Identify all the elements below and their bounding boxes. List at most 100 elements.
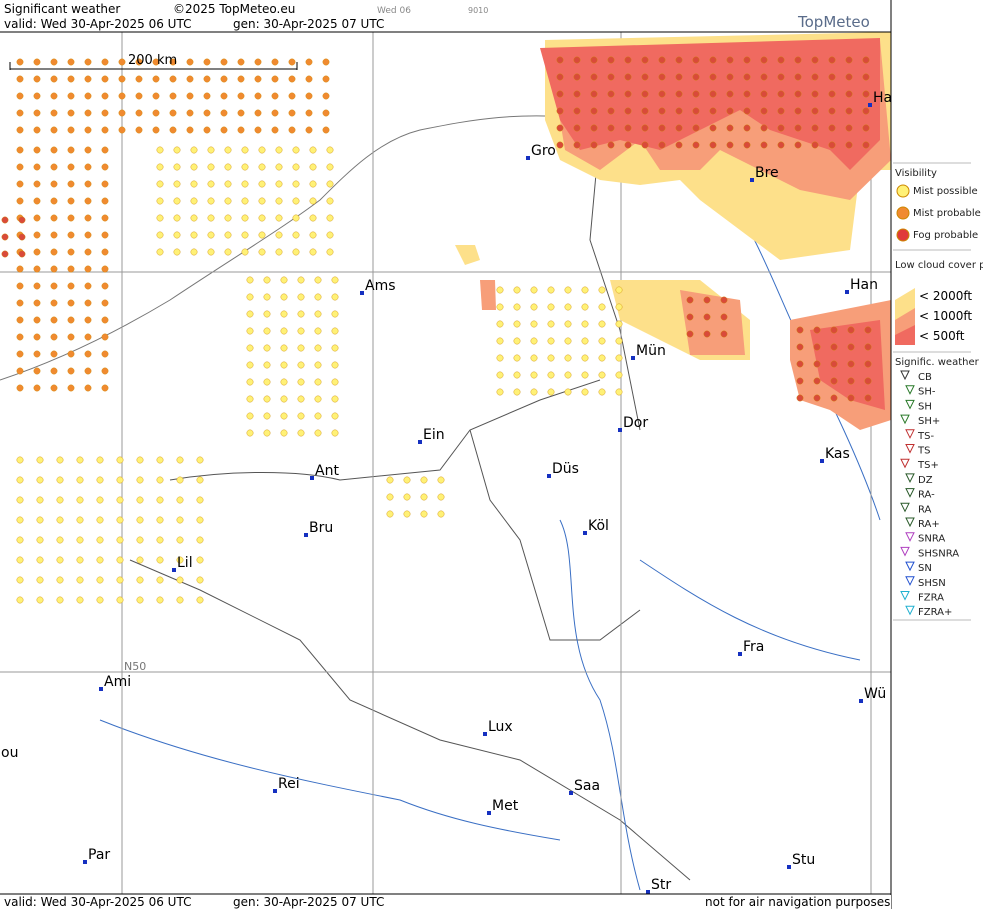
fog-symbol [437, 476, 445, 484]
fog-symbol [496, 337, 504, 345]
fog-symbol [33, 350, 41, 358]
fog-symbol [196, 456, 204, 464]
fog-symbol [297, 276, 305, 284]
fog-symbol [152, 75, 160, 83]
fog-symbol [16, 282, 24, 290]
fog-symbol [67, 282, 75, 290]
fog-symbol [322, 92, 330, 100]
fog-symbol [530, 320, 538, 328]
fog-symbol [16, 109, 24, 117]
fog-symbol [50, 350, 58, 358]
fog-symbol [641, 73, 649, 81]
city-marker [820, 459, 824, 463]
fog-symbol [280, 310, 288, 318]
city-marker [859, 699, 863, 703]
fog-symbol [241, 231, 249, 239]
fog-symbol [237, 58, 245, 66]
fog-symbol [116, 476, 124, 484]
fog-symbol [581, 354, 589, 362]
fog-symbol [598, 337, 606, 345]
fog-symbol [590, 73, 598, 81]
legend-label: DZ [918, 475, 933, 486]
city-marker [569, 791, 573, 795]
fog-symbol [813, 377, 821, 385]
fog-symbol [101, 109, 109, 117]
fog-symbol [101, 58, 109, 66]
fog-symbol [33, 92, 41, 100]
fog-symbol [56, 536, 64, 544]
city-marker [787, 865, 791, 869]
fog-symbol [84, 197, 92, 205]
fog-symbol [743, 124, 751, 132]
fog-symbol [403, 510, 411, 518]
fog-symbol [50, 367, 58, 375]
weather-symbol [905, 399, 915, 410]
fog-symbol [16, 333, 24, 341]
fog-symbol [292, 180, 300, 188]
fog-symbol [845, 73, 853, 81]
fog-symbol [101, 350, 109, 358]
fog-symbol [590, 90, 598, 98]
fog-symbol [207, 146, 215, 154]
fog-symbol [50, 146, 58, 154]
fog-symbol [196, 496, 204, 504]
fog-symbol [173, 163, 181, 171]
fog-symbol [33, 316, 41, 324]
city-label: Ein [423, 427, 445, 443]
fog-symbol [101, 282, 109, 290]
fog-symbol [16, 350, 24, 358]
fog-symbol [224, 180, 232, 188]
fog-symbol [331, 327, 339, 335]
legend-label: TS [917, 446, 930, 457]
fog-symbol [692, 90, 700, 98]
fog-symbol [16, 163, 24, 171]
fog-symbol [258, 231, 266, 239]
fog-symbol [67, 92, 75, 100]
legend-swatch [895, 325, 915, 345]
fog-symbol [813, 343, 821, 351]
fog-symbol [709, 107, 717, 115]
legend-label: RA- [918, 490, 935, 501]
fog-symbol [176, 556, 184, 564]
fog-symbol [743, 90, 751, 98]
fog-symbol [598, 320, 606, 328]
fog-symbol [813, 326, 821, 334]
fog-symbol [777, 90, 785, 98]
fog-symbol [305, 109, 313, 117]
fog-symbol [624, 90, 632, 98]
fog-symbol [207, 214, 215, 222]
fog-symbol [275, 180, 283, 188]
fog-symbol [624, 73, 632, 81]
fog-symbol [513, 337, 521, 345]
fog-symbol [101, 197, 109, 205]
weather-symbol [905, 576, 915, 586]
fog-symbol [709, 141, 717, 149]
legend-title: Visibility [895, 168, 937, 179]
fog-symbol [36, 556, 44, 564]
fog-symbol [607, 56, 615, 64]
low-cloud-area [540, 38, 880, 170]
fog-symbol [246, 361, 254, 369]
fog-symbol [118, 58, 126, 66]
legend-label: < 1000ft [919, 309, 972, 323]
fog-symbol [67, 163, 75, 171]
fog-symbol [726, 124, 734, 132]
fog-symbol [331, 395, 339, 403]
fog-symbol [811, 107, 819, 115]
fog-symbol [258, 180, 266, 188]
fog-symbol [84, 75, 92, 83]
fog-symbol [598, 388, 606, 396]
fog-symbol [675, 56, 683, 64]
fog-symbol [67, 384, 75, 392]
legend-title: Low cloud cover probable [895, 260, 983, 271]
fog-symbol [258, 214, 266, 222]
fog-symbol [203, 92, 211, 100]
fog-symbol [246, 395, 254, 403]
fog-symbol [314, 361, 322, 369]
fog-symbol [169, 109, 177, 117]
fog-symbol [403, 493, 411, 501]
fog-symbol [598, 286, 606, 294]
fog-symbol [703, 296, 711, 304]
fog-symbol [263, 293, 271, 301]
fog-symbol [50, 316, 58, 324]
